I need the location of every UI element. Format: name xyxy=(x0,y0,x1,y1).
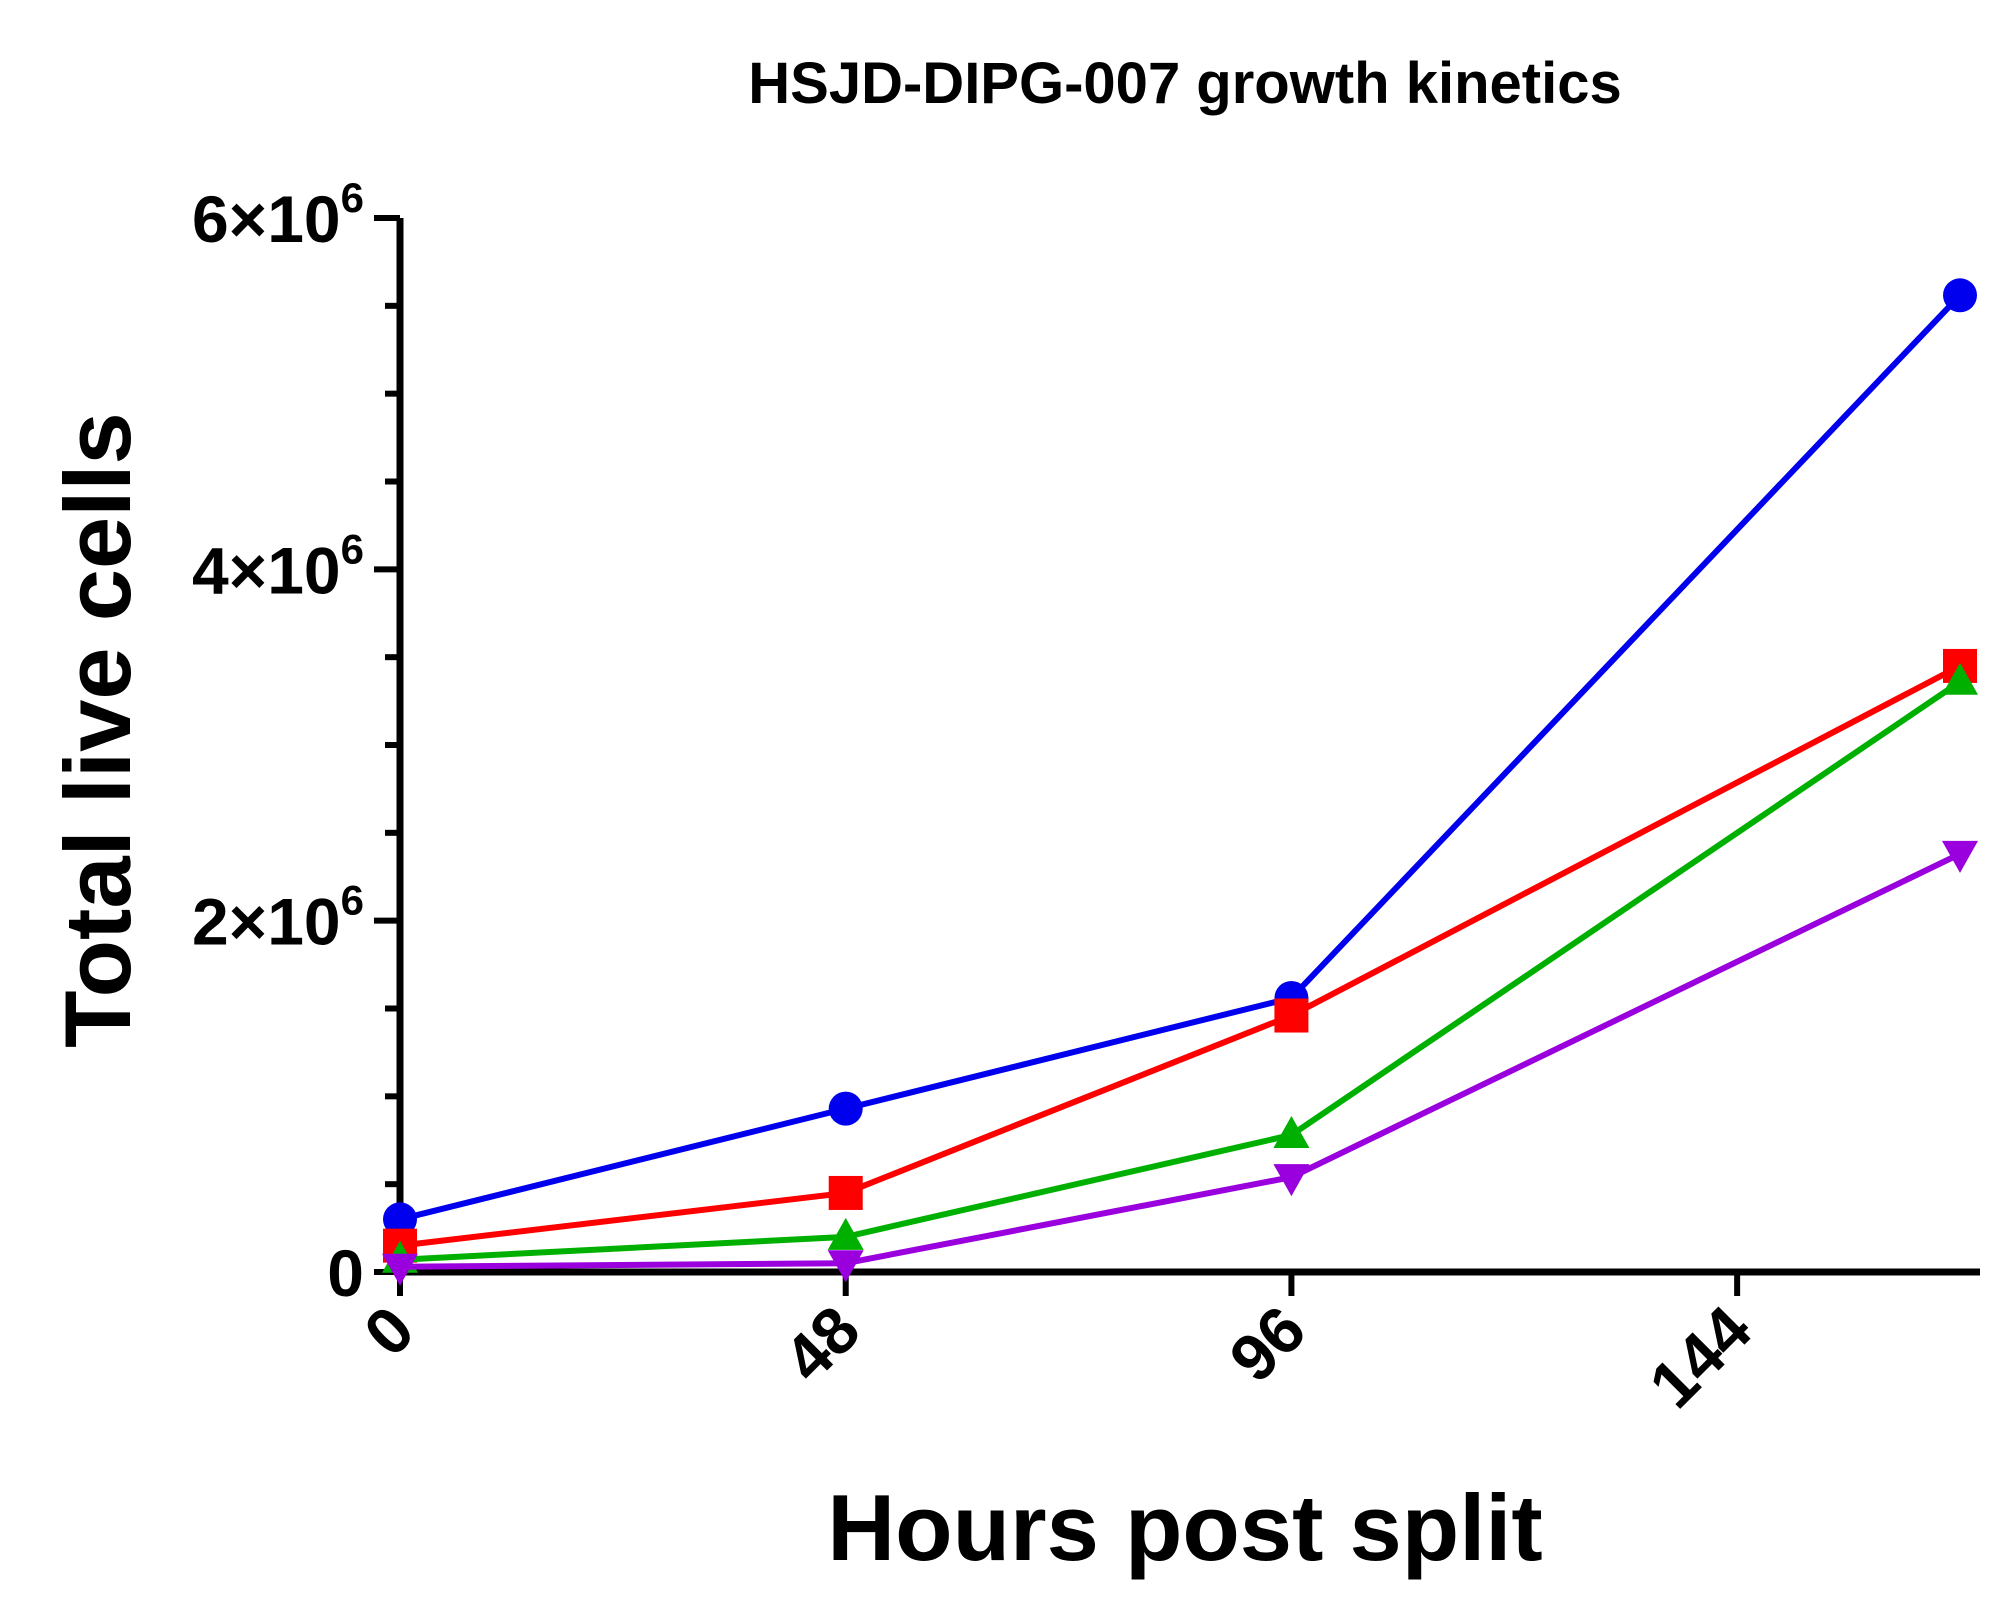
x-axis-title: Hours post split xyxy=(827,1475,1542,1580)
data-point-triangle-up xyxy=(1942,662,1978,695)
series-line xyxy=(399,293,1963,1223)
y-tick-base: 10 xyxy=(267,182,340,256)
series-2 xyxy=(382,662,1978,1273)
y-tick-label: 6×106 xyxy=(192,174,364,256)
series-0 xyxy=(383,278,1977,1237)
y-tick-mantissa: 4 xyxy=(192,533,229,607)
data-point-circle xyxy=(383,1202,417,1237)
y-tick-base: 10 xyxy=(267,533,340,607)
y-tick-times: × xyxy=(229,182,268,256)
data-point-triangle-down xyxy=(382,1253,418,1286)
y-tick-times: × xyxy=(229,885,268,959)
data-point-triangle-down xyxy=(1273,1164,1310,1197)
y-tick-mantissa: 6 xyxy=(192,182,229,256)
x-tick-label: 144 xyxy=(1635,1291,1765,1421)
y-tick-base: 10 xyxy=(267,885,340,959)
y-tick-exp: 6 xyxy=(341,174,364,221)
data-point-triangle-up xyxy=(827,1217,864,1250)
data-point-square xyxy=(1274,998,1309,1033)
y-tick-times: × xyxy=(229,533,268,607)
y-tick-label: 4×106 xyxy=(192,525,364,607)
data-point-triangle-up xyxy=(1273,1115,1310,1148)
y-tick-label: 0 xyxy=(327,1236,364,1310)
y-axis-title: Total live cells xyxy=(45,412,150,1048)
data-point-triangle-down xyxy=(827,1250,864,1283)
y-tick-exp: 6 xyxy=(341,877,364,924)
y-tick-label: 2×106 xyxy=(192,877,364,959)
x-tick-label: 96 xyxy=(1215,1292,1319,1396)
data-point-circle xyxy=(1943,278,1977,313)
chart-title: HSJD-DIPG-007 growth kinetics xyxy=(748,51,1621,116)
series-3 xyxy=(382,840,1978,1286)
y-tick-mantissa: 2 xyxy=(192,885,229,959)
data-point-square xyxy=(828,1175,863,1210)
axes xyxy=(396,218,1980,1276)
series-group xyxy=(382,278,1978,1286)
y-tick-mantissa: 0 xyxy=(327,1236,364,1310)
series-line xyxy=(399,851,1962,1270)
y-tick-exp: 6 xyxy=(341,525,364,572)
series-line xyxy=(399,663,1962,1249)
data-point-triangle-down xyxy=(1942,840,1978,873)
x-tick-label: 48 xyxy=(769,1292,873,1396)
data-point-circle xyxy=(828,1091,863,1126)
series-line xyxy=(399,679,1962,1263)
series-1 xyxy=(383,648,1977,1263)
